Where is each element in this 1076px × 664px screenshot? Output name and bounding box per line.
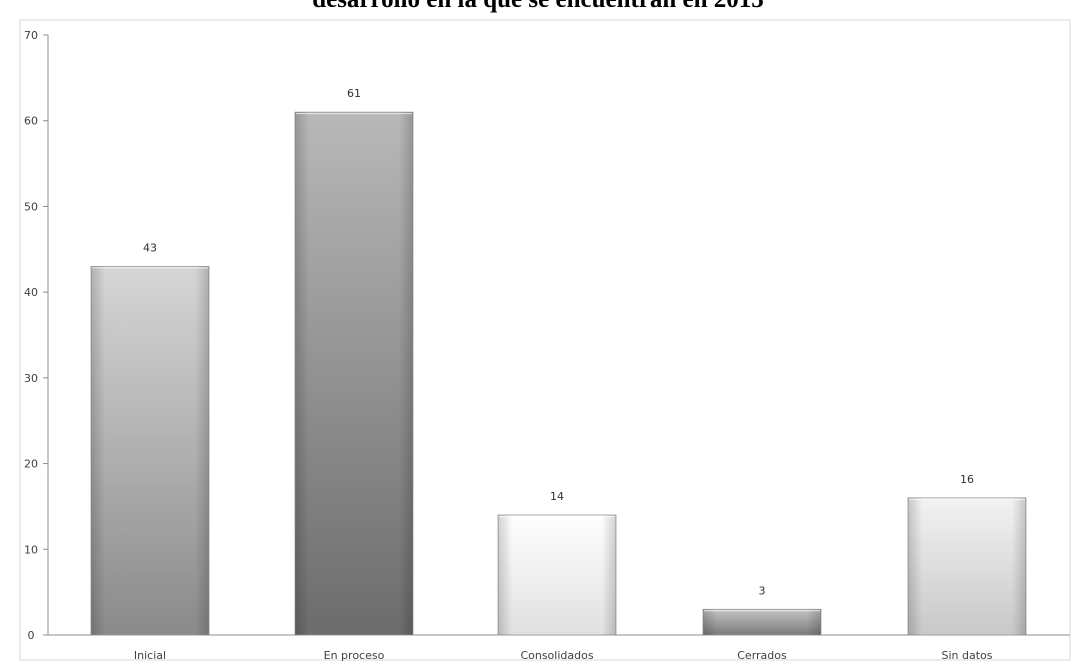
data-label: 61 [347,87,361,100]
bar-shading [91,266,209,635]
bar-shading [703,609,821,635]
bar-shading [295,112,413,635]
x-category-label: Sin datos [941,649,992,662]
bars-group: 43 61 14 3 16 [90,87,1027,636]
y-tick-label: 20 [24,458,38,471]
bar-shading [498,515,616,635]
x-category-label: Cerrados [737,649,787,662]
y-axis-ticks: 0 10 20 30 40 50 60 70 [24,29,48,642]
x-category-label: En proceso [324,649,385,662]
data-label: 43 [143,241,157,254]
y-tick-label: 60 [24,115,38,128]
data-label: 3 [759,584,766,597]
y-tick-label: 50 [24,200,38,213]
y-tick-label: 0 [28,629,35,642]
x-category-label: Consolidados [520,649,593,662]
data-label: 16 [960,473,974,486]
x-category-label: Inicial [134,649,166,662]
category-labels: Inicial En proceso Consolidados Cerrados Sin… [134,649,993,662]
chart-title: desarrollo en la que se encuentran en 20… [0,0,1076,14]
y-tick-label: 10 [24,543,38,556]
data-label: 14 [550,490,564,503]
bar-shading [908,497,1026,635]
y-tick-label: 70 [24,29,38,42]
y-tick-label: 40 [24,286,38,299]
y-tick-label: 30 [24,372,38,385]
